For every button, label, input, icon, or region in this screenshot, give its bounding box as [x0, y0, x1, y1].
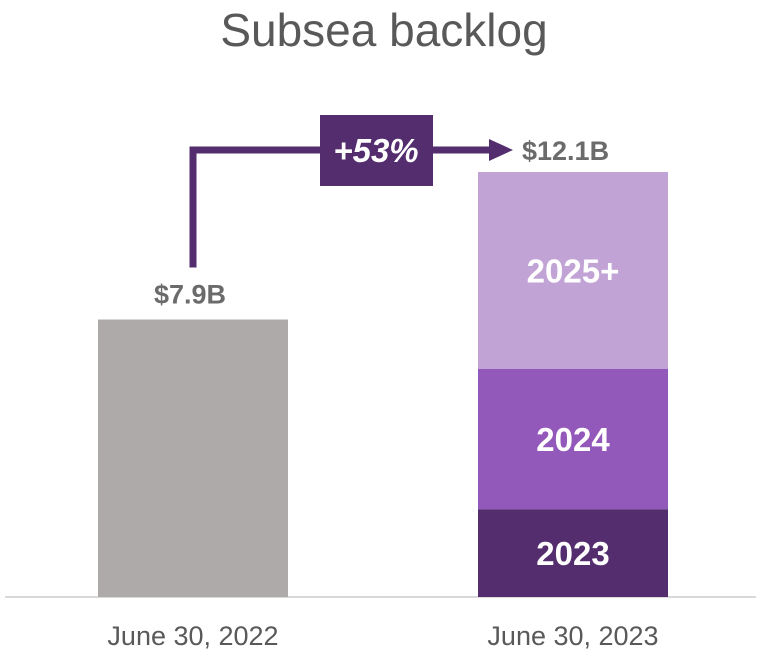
bar-segment-2023 [478, 509, 668, 597]
bar-segment-2024 [478, 368, 668, 510]
segment-label-2023: 2023 [536, 535, 609, 572]
bar-june-30-2022 [98, 319, 288, 597]
total-label-2022: $7.9B [154, 280, 226, 310]
growth-arrowhead-icon [489, 139, 513, 161]
segment-label-2024: 2024 [536, 421, 610, 458]
x-tick-label-2022: June 30, 2022 [107, 621, 278, 651]
chart-title: Subsea backlog [220, 4, 547, 56]
growth-badge [320, 115, 433, 186]
bar-segment-2025-plus [478, 172, 668, 369]
total-label-2023: $12.1B [522, 136, 609, 166]
growth-label: +53% [333, 132, 418, 169]
segment-label-2025-plus: 2025+ [527, 252, 620, 289]
x-tick-label-2023: June 30, 2023 [487, 621, 658, 651]
stacked-bar-june-30-2023: 2023 2024 2025+ [478, 172, 668, 597]
